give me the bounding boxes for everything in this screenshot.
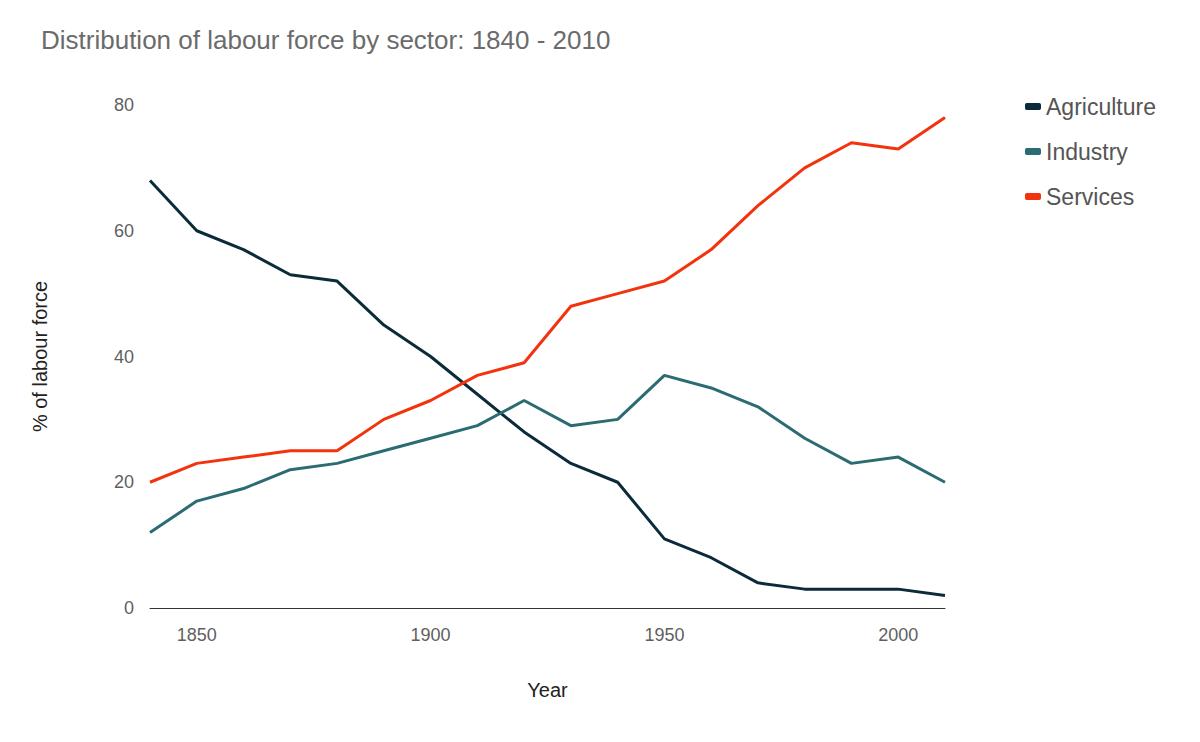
svg-text:40: 40 [114, 347, 134, 367]
svg-text:1850: 1850 [177, 625, 217, 645]
svg-text:Industry: Industry [1046, 139, 1128, 165]
svg-text:Distribution of labour force b: Distribution of labour force by sector: … [41, 25, 610, 55]
svg-text:60: 60 [114, 221, 134, 241]
svg-text:80: 80 [114, 95, 134, 115]
svg-text:2000: 2000 [878, 625, 918, 645]
svg-text:20: 20 [114, 472, 134, 492]
svg-text:Year: Year [527, 679, 568, 701]
svg-text:Services: Services [1046, 184, 1134, 210]
svg-text:% of labour force: % of labour force [29, 281, 51, 432]
svg-text:1900: 1900 [411, 625, 451, 645]
svg-text:Agriculture: Agriculture [1046, 94, 1156, 120]
svg-text:0: 0 [124, 598, 134, 618]
svg-text:1950: 1950 [644, 625, 684, 645]
